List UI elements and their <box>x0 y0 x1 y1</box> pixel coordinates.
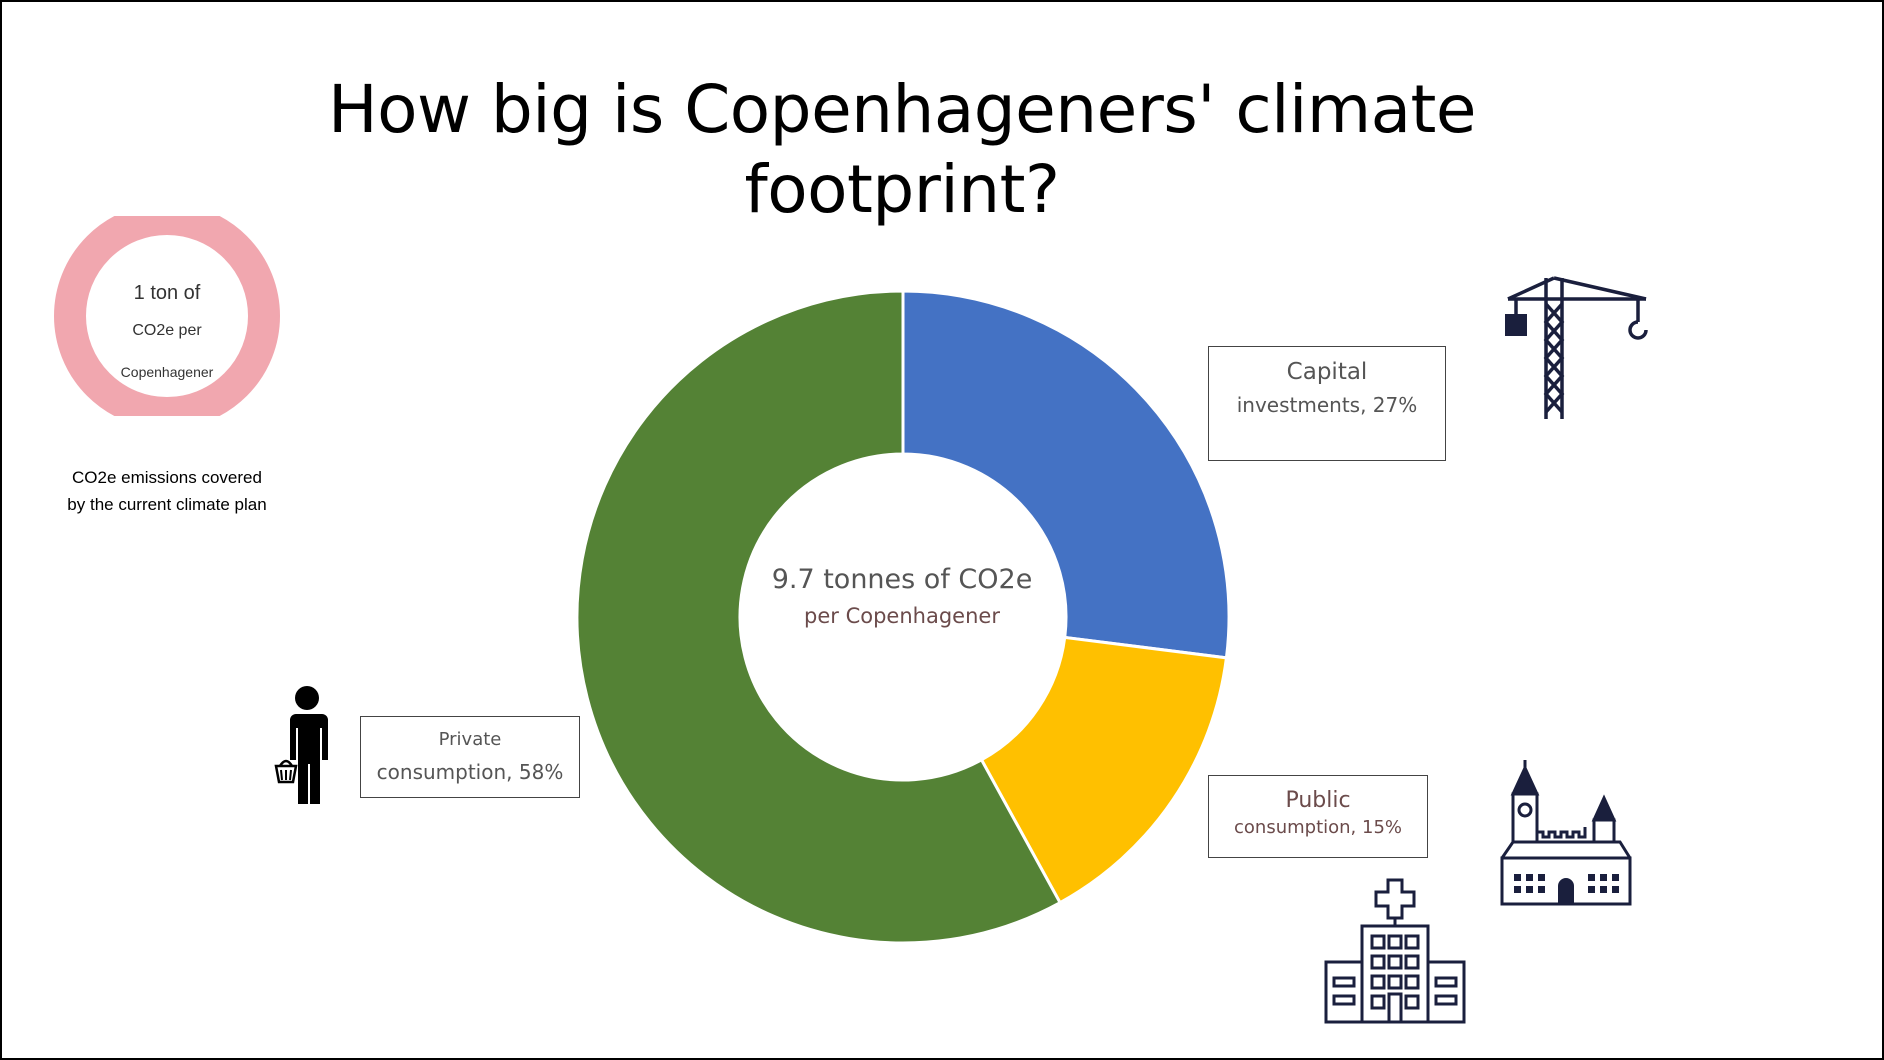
legend-ring-shape <box>54 216 280 416</box>
person-with-basket-icon <box>274 686 328 804</box>
donut-slice-private-consumption <box>576 290 1063 944</box>
legend-caption-line-1: CO2e emissions covered <box>72 468 262 487</box>
church-icon <box>1500 760 1632 906</box>
callout-private-line-1: Private <box>438 729 502 750</box>
donut-center-label: 9.7 tonnes of CO2e <box>771 564 1033 595</box>
donut-slice-capital-investments <box>901 290 1230 660</box>
donut-chart <box>576 290 1230 944</box>
donut-slice-public-consumption <box>979 635 1229 905</box>
crane-icon <box>1505 276 1648 419</box>
hospital-icon <box>1324 878 1466 1024</box>
callout-private-consumption: Private consumption, 58% <box>360 716 580 798</box>
callout-private-line-2: consumption, 58% <box>376 760 564 784</box>
page-title: How big is Copenhageners' climate <box>327 71 1477 148</box>
legend-ring-label-2: CO2e per <box>132 322 202 339</box>
legend-ring <box>54 216 280 416</box>
legend-ring-label-3: Copenhagener <box>120 364 214 380</box>
legend-ring-label-1: 1 ton of <box>133 282 201 304</box>
callout-capital-line-1: Capital <box>1286 359 1368 385</box>
legend-caption: CO2e emissions covered by the current cl… <box>32 464 302 518</box>
callout-public-line-2: consumption, 15% <box>1234 817 1402 838</box>
callout-capital-line-2: investments, 27% <box>1236 393 1418 417</box>
donut-center-sublabel: per Copenhagener <box>804 604 1000 628</box>
page-title-continued: footprint? <box>744 151 1060 228</box>
callout-public-consumption: Public consumption, 15% <box>1208 775 1428 858</box>
callout-capital-investments: Capital investments, 27% <box>1208 346 1446 461</box>
callout-public-line-1: Public <box>1285 788 1351 813</box>
legend-caption-line-2: by the current climate plan <box>67 495 267 514</box>
